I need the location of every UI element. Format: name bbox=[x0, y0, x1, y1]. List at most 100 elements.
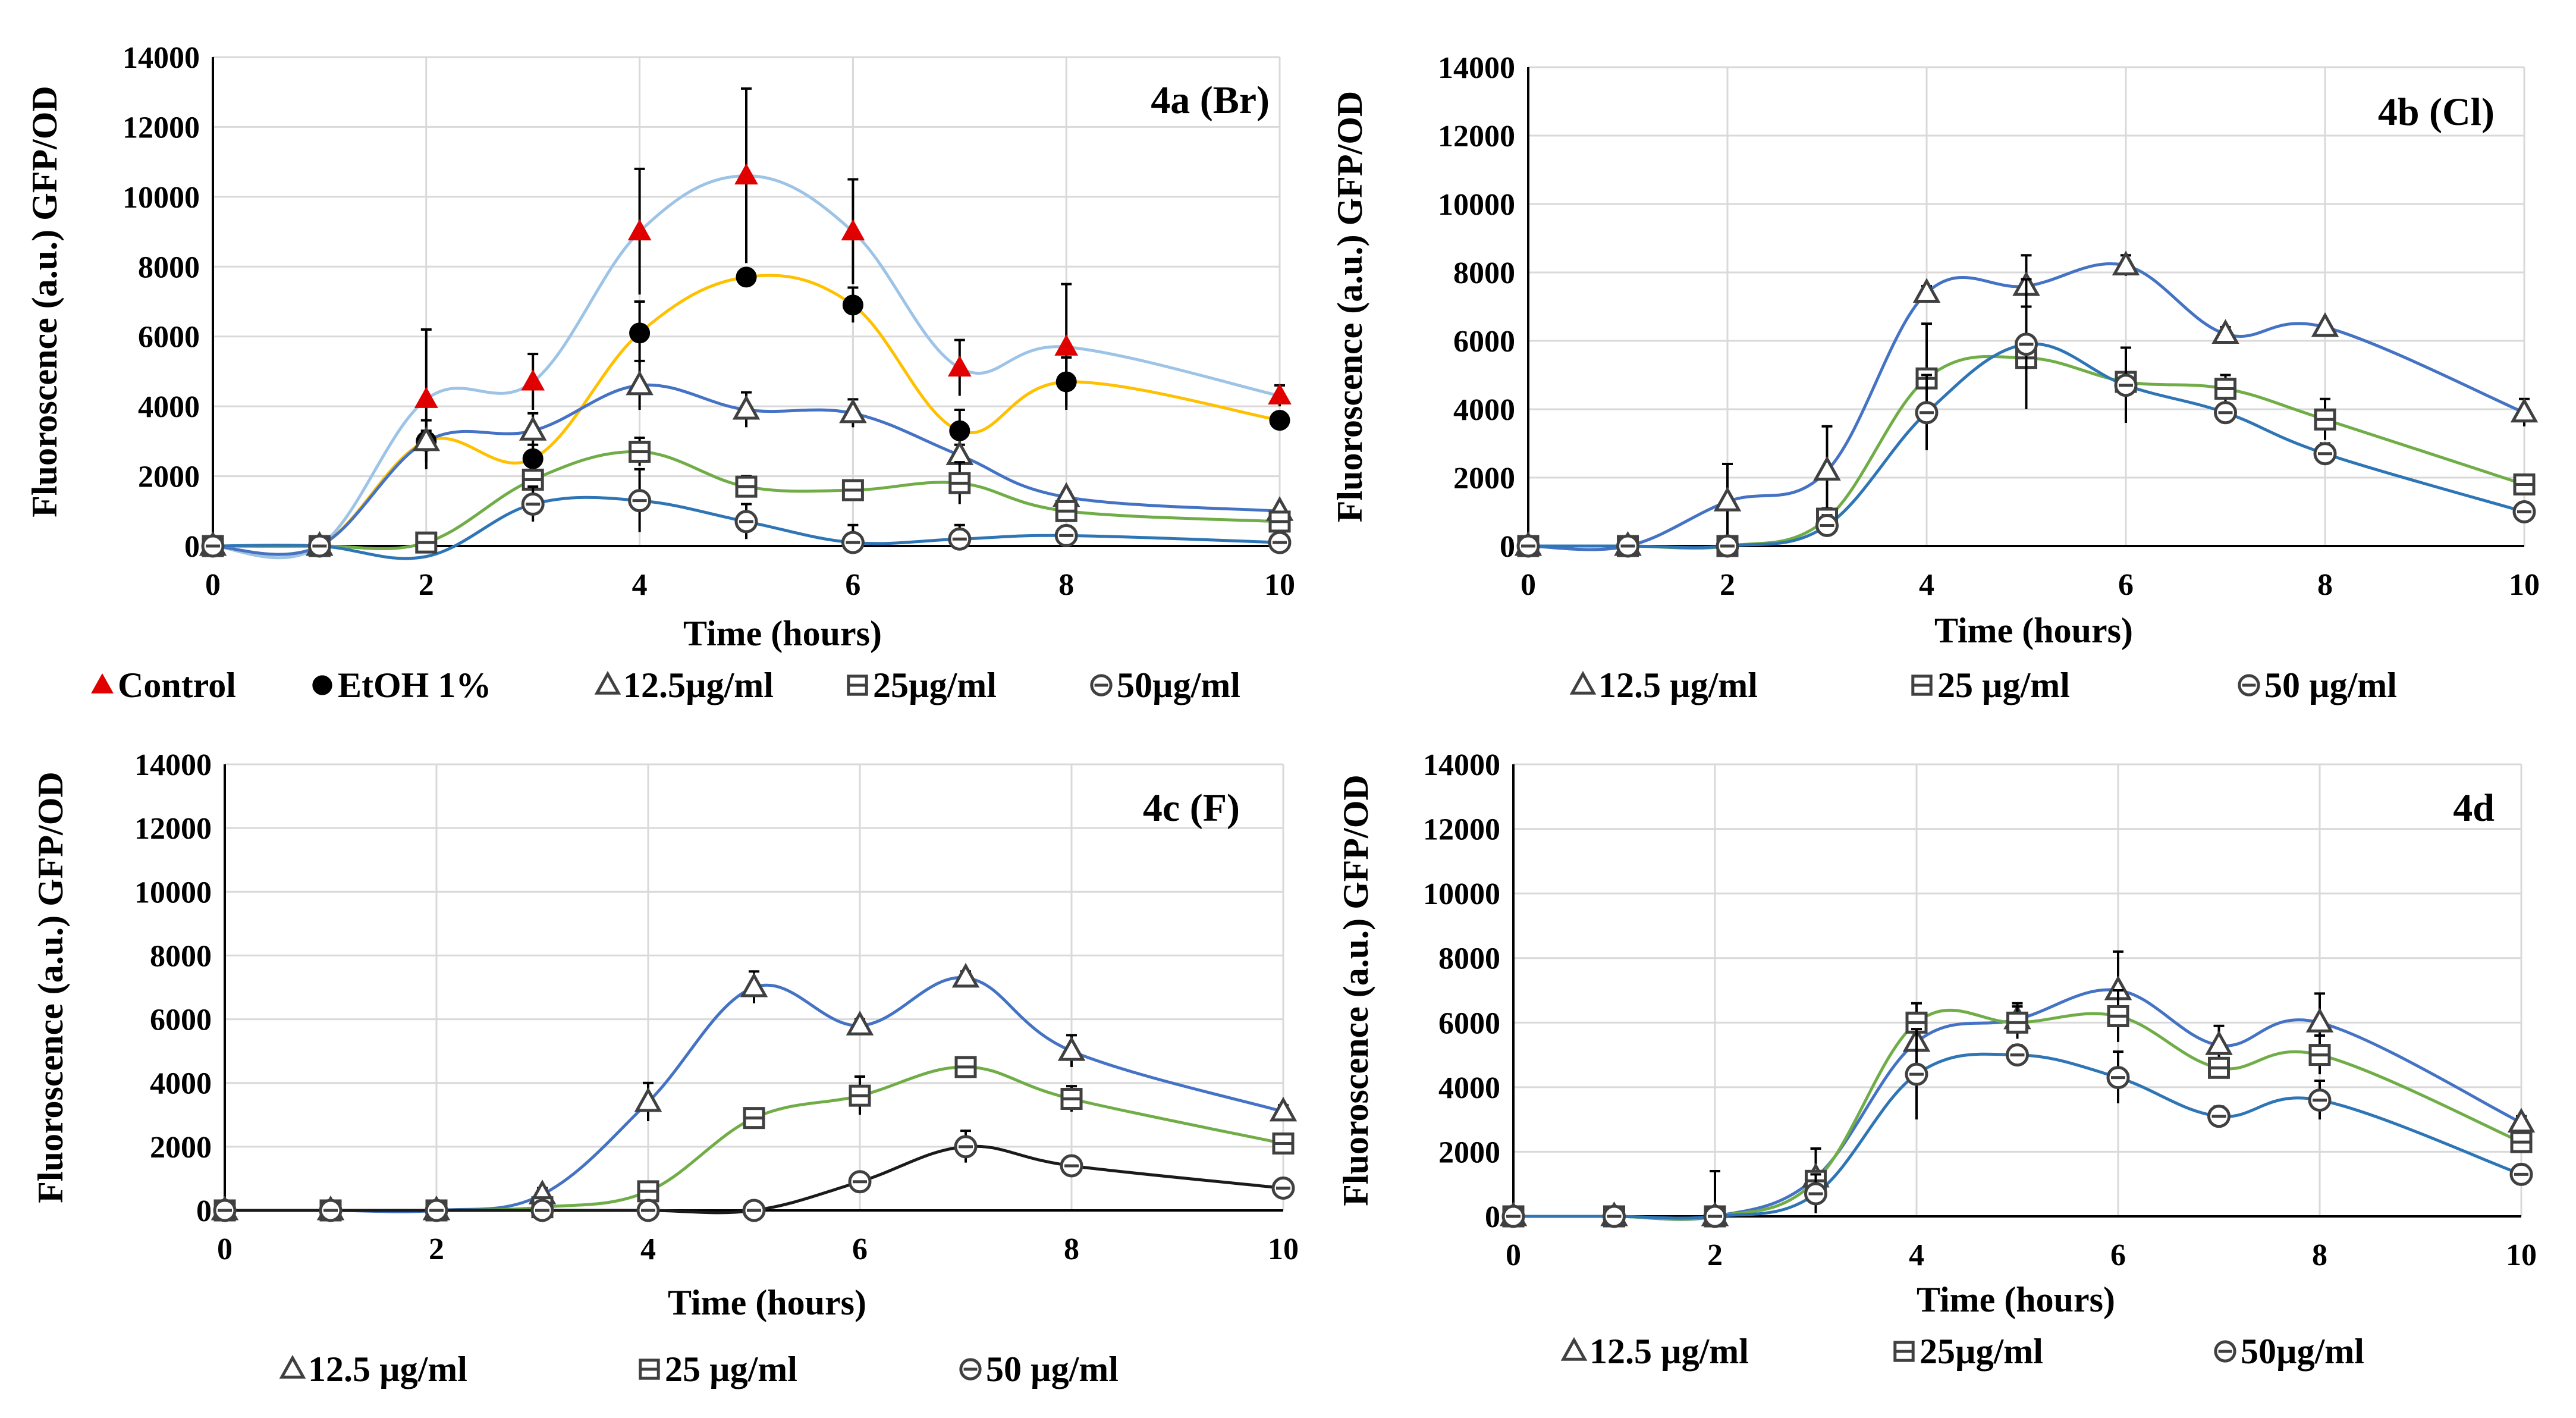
chart-4a-series-2-point bbox=[839, 398, 867, 423]
chart-4a-series-0-point bbox=[627, 219, 652, 241]
chart-4b-legend-item: 12.5 µg/ml bbox=[1569, 666, 1758, 705]
chart-4c-legend-label: 50 µg/ml bbox=[986, 1350, 1119, 1389]
chart-4a-legend-item: 50µg/ml bbox=[1090, 666, 1240, 705]
chart-4d-ytick-label: 10000 bbox=[1423, 877, 1500, 911]
chart-4d-series-2-point bbox=[1905, 1062, 1928, 1086]
chart-4c-series-2-line bbox=[225, 1144, 1284, 1215]
chart-4a-y-axis-title: Fluoroscence (a.u.) GFP/OD bbox=[25, 86, 64, 517]
chart-4c-xtick-label: 4 bbox=[640, 1232, 656, 1266]
chart-4c-series-1-point bbox=[1060, 1088, 1083, 1110]
chart-4d-xtick-label: 6 bbox=[2110, 1238, 2126, 1272]
chart-4c-legend-marker bbox=[639, 1359, 660, 1380]
chart-4d-series-0-point bbox=[2507, 1108, 2536, 1133]
chart-4c-series-2-point bbox=[848, 1170, 872, 1194]
chart-4c-series-0 bbox=[211, 962, 1298, 1221]
chart-4b-legend-marker bbox=[2238, 674, 2260, 697]
chart-4a-series-3-point bbox=[1268, 510, 1291, 533]
chart-4d-series-2-point bbox=[2308, 1088, 2332, 1112]
chart-4a-series-2-point bbox=[626, 370, 654, 396]
chart-4c-series-1-point bbox=[954, 1056, 977, 1078]
chart-4a-ytick-label: 2000 bbox=[138, 460, 200, 494]
chart-4d-legend-item: 25µg/ml bbox=[1893, 1332, 2043, 1371]
chart-4c-xtick-label: 8 bbox=[1064, 1232, 1079, 1266]
chart-4d-series-1-point bbox=[2208, 1056, 2230, 1079]
chart-4b-series-1-point bbox=[2513, 473, 2536, 495]
chart-4b-ytick-label: 8000 bbox=[1453, 256, 1515, 290]
chart-4a-series-0-point bbox=[1054, 334, 1079, 356]
chart-4c-ytick-label: 6000 bbox=[150, 1003, 212, 1037]
chart-4b-series-0-point bbox=[2211, 319, 2239, 344]
chart-4d-series-2-point bbox=[1501, 1204, 1525, 1228]
chart-4c-series-2 bbox=[213, 1130, 1295, 1222]
chart-4b-series-2-line bbox=[1528, 342, 2525, 550]
chart-4c-legend-label: 12.5 µg/ml bbox=[308, 1350, 467, 1389]
chart-4b-ytick-label: 12000 bbox=[1438, 120, 1515, 153]
chart-4a-legend-marker bbox=[1090, 674, 1113, 697]
chart-4b-x-axis-title: Time (hours) bbox=[1934, 611, 2133, 650]
chart-4b-series-2-point bbox=[2214, 401, 2237, 425]
chart-4a-series-2-point bbox=[519, 416, 547, 441]
chart-4c-series-1-line bbox=[225, 1065, 1284, 1212]
chart-4b-series-0-line bbox=[1528, 262, 2525, 551]
chart-4b-series-1-point bbox=[2314, 408, 2336, 431]
chart-4a-series-1-point bbox=[736, 266, 757, 288]
chart-4c-y-axis-title: Fluoroscence (a.u.) GFP/OD bbox=[31, 771, 70, 1203]
chart-4b-series-2-point bbox=[1815, 514, 1839, 537]
chart-4a-xtick-label: 6 bbox=[845, 568, 860, 602]
chart-4c-x-axis-title: Time (hours) bbox=[668, 1283, 866, 1322]
chart-4a-ytick-label: 8000 bbox=[138, 250, 200, 284]
chart-4b-series-2-point bbox=[2114, 374, 2138, 397]
chart-4a-legend-label: Control bbox=[118, 666, 236, 705]
chart-4a-series-4-point bbox=[841, 531, 865, 554]
chart-4b-ytick-label: 4000 bbox=[1453, 393, 1515, 427]
chart-4c-legend-marker bbox=[959, 1358, 982, 1381]
chart-4c-series-0-point bbox=[951, 962, 980, 988]
chart-4c-ytick-label: 0 bbox=[196, 1194, 212, 1228]
chart-4b-series-2-point bbox=[1915, 401, 1939, 425]
chart-4d: 0 2000 4000 6000 8000 10000 12000 14000 0 2 4 6 8 10 T… bbox=[1336, 748, 2537, 1371]
chart-4a-series-4-point bbox=[948, 527, 972, 551]
chart-4c-series-0-point bbox=[1269, 1096, 1298, 1122]
chart-4a-legend-item: Control bbox=[91, 666, 236, 705]
chart-4a-series-1-point bbox=[1055, 371, 1077, 393]
chart-4a-legend-item: 25µg/ml bbox=[847, 666, 997, 705]
chart-4c-series-0-point bbox=[1057, 1036, 1086, 1061]
chart-4a-series-4-line bbox=[212, 495, 1280, 560]
chart-4a-xtick-label: 10 bbox=[1264, 568, 1295, 602]
chart-4b-series-0-point bbox=[1912, 278, 1941, 303]
chart-4a-legend-label: 25µg/ml bbox=[873, 666, 997, 705]
chart-4a-series-0-point bbox=[414, 387, 438, 408]
chart-4d-series-0-point bbox=[2305, 1008, 2334, 1033]
chart-4d-ytick-label: 4000 bbox=[1438, 1071, 1500, 1105]
chart-4a-ytick-label: 10000 bbox=[122, 181, 200, 215]
chart-4c-series-2-point bbox=[954, 1135, 978, 1159]
chart-4d-legend-label: 25µg/ml bbox=[1920, 1332, 2043, 1371]
chart-4b-series-0-point bbox=[1713, 487, 1742, 512]
chart-4a-series-1-point bbox=[629, 322, 651, 344]
chart-4c: 0 2000 4000 6000 8000 10000 12000 14000 0 2 4 6 8 10 T… bbox=[31, 748, 1299, 1389]
chart-4d-y-axis-title: Fluoroscence (a.u.) GFP/OD bbox=[1336, 774, 1375, 1206]
chart-4d-legend-marker bbox=[2214, 1340, 2236, 1363]
chart-4b-series-0-point bbox=[2510, 397, 2539, 423]
chart-4c-series-0-point bbox=[846, 1011, 874, 1036]
chart-4a-series-4-point bbox=[1268, 531, 1292, 554]
chart-4a-series-3-point bbox=[629, 440, 651, 463]
chart-4b-xtick-label: 0 bbox=[1521, 568, 1536, 602]
chart-4a-legend-label: 50µg/ml bbox=[1117, 666, 1240, 705]
chart-4c-xtick-label: 0 bbox=[217, 1232, 233, 1266]
chart-4a-series-4-point bbox=[201, 534, 225, 558]
chart-4d-series-1-point bbox=[2510, 1131, 2533, 1153]
chart-4a-series-4-point bbox=[628, 489, 652, 513]
chart-4c-legend-item: 50 µg/ml bbox=[959, 1350, 1119, 1389]
chart-4c-series-2-point bbox=[319, 1199, 343, 1222]
chart-4b-series-2 bbox=[1516, 278, 2536, 558]
chart-4a-ytick-label: 4000 bbox=[138, 390, 200, 424]
chart-4d-legend-marker bbox=[1893, 1341, 1915, 1362]
chart-4c-series-1 bbox=[213, 1056, 1295, 1222]
chart-4c-series-2-point bbox=[1060, 1154, 1083, 1178]
chart-4c-ytick-label: 8000 bbox=[150, 939, 212, 973]
chart-4b-series-0-point bbox=[2311, 312, 2339, 337]
chart-4d-x-axis-title: Time (hours) bbox=[1917, 1280, 2115, 1319]
chart-4b-legend-marker bbox=[1569, 670, 1597, 695]
chart-4b-series-2-point bbox=[2512, 500, 2536, 523]
